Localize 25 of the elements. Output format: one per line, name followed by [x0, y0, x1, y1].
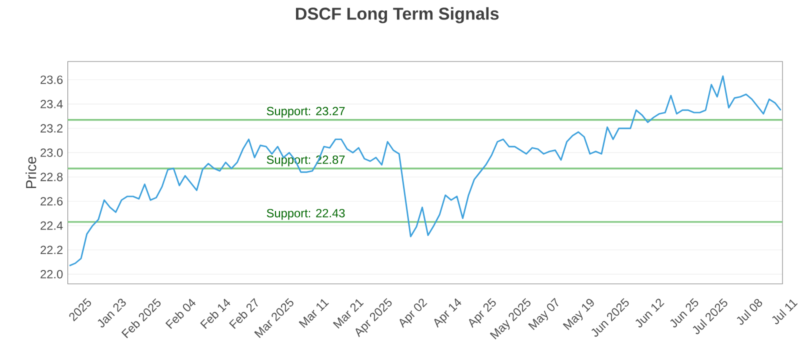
y-tick-label: 22.2 [40, 246, 63, 254]
x-tick-label: Jul 08 [736, 298, 762, 325]
x-tick-label: Feb 14 [200, 298, 230, 329]
y-axis-title: Price [26, 156, 36, 188]
y-tick-label: 23.2 [40, 124, 63, 132]
y-tick-label: 22.6 [40, 196, 63, 206]
x-tick-label: Apr 14 [434, 298, 462, 328]
chart-title: DSCF Long Term Signals [296, 6, 499, 24]
x-tick-label: May 19 [562, 298, 594, 330]
y-tick-label: 22.4 [40, 221, 63, 230]
x-tick-label: Jun 12 [636, 298, 664, 328]
x-tick-label: Jan 23 [98, 298, 126, 328]
ref-line-label: Support: 23.27 [266, 106, 345, 118]
x-tick-label: Feb 27 [229, 298, 258, 329]
x-tick-label: Apr 02 [400, 298, 428, 328]
y-tick-label: 23.0 [40, 148, 63, 157]
y-tick-label: 23.6 [40, 75, 63, 84]
x-tick-label: Feb 04 [165, 298, 196, 329]
x-tick-label: Apr 25 [469, 298, 496, 328]
y-tick-label: 22.8 [40, 172, 63, 181]
y-tick-label: 22.0 [40, 270, 63, 278]
ref-line-label: Support: 22.43 [266, 208, 345, 220]
x-tick-label: Mar 11 [298, 298, 329, 328]
x-tick-label: Jul 11 [772, 299, 798, 324]
y-tick-label: 23.4 [40, 100, 63, 108]
